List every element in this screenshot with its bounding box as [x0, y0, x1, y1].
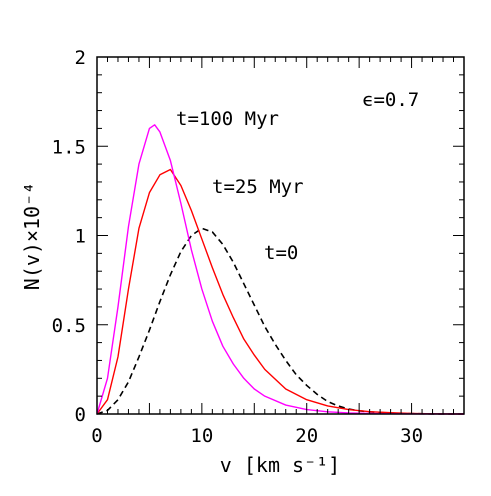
x-tick-label: 0 [91, 425, 102, 447]
x-axis-title: v [km s⁻¹] [220, 453, 340, 477]
ticks-layer [96, 56, 465, 415]
y-tick-label: 0.5 [52, 315, 86, 337]
series-line-2 [96, 124, 465, 415]
annotation-t100: t=100 Myr [176, 108, 279, 130]
annotation-t0: t=0 [264, 242, 298, 264]
tick-labels-layer: 0 10 20 30 0 0.5 1 1.5 2 [52, 47, 423, 447]
annotation-t25: t=25 Myr [212, 176, 304, 198]
y-tick-label: 0 [75, 404, 86, 426]
x-tick-label: 20 [295, 425, 318, 447]
y-tick-label: 1 [75, 226, 86, 248]
annotation-epsilon: ϵ=0.7 [362, 89, 419, 111]
y-axis-title: N(v)×10⁻⁴ [20, 182, 44, 290]
x-tick-label: 30 [400, 425, 423, 447]
y-tick-label: 1.5 [52, 136, 86, 158]
curves-layer [96, 124, 465, 415]
y-tick-label: 2 [75, 47, 86, 69]
x-tick-label: 10 [190, 425, 213, 447]
series-line-1 [96, 168, 465, 415]
